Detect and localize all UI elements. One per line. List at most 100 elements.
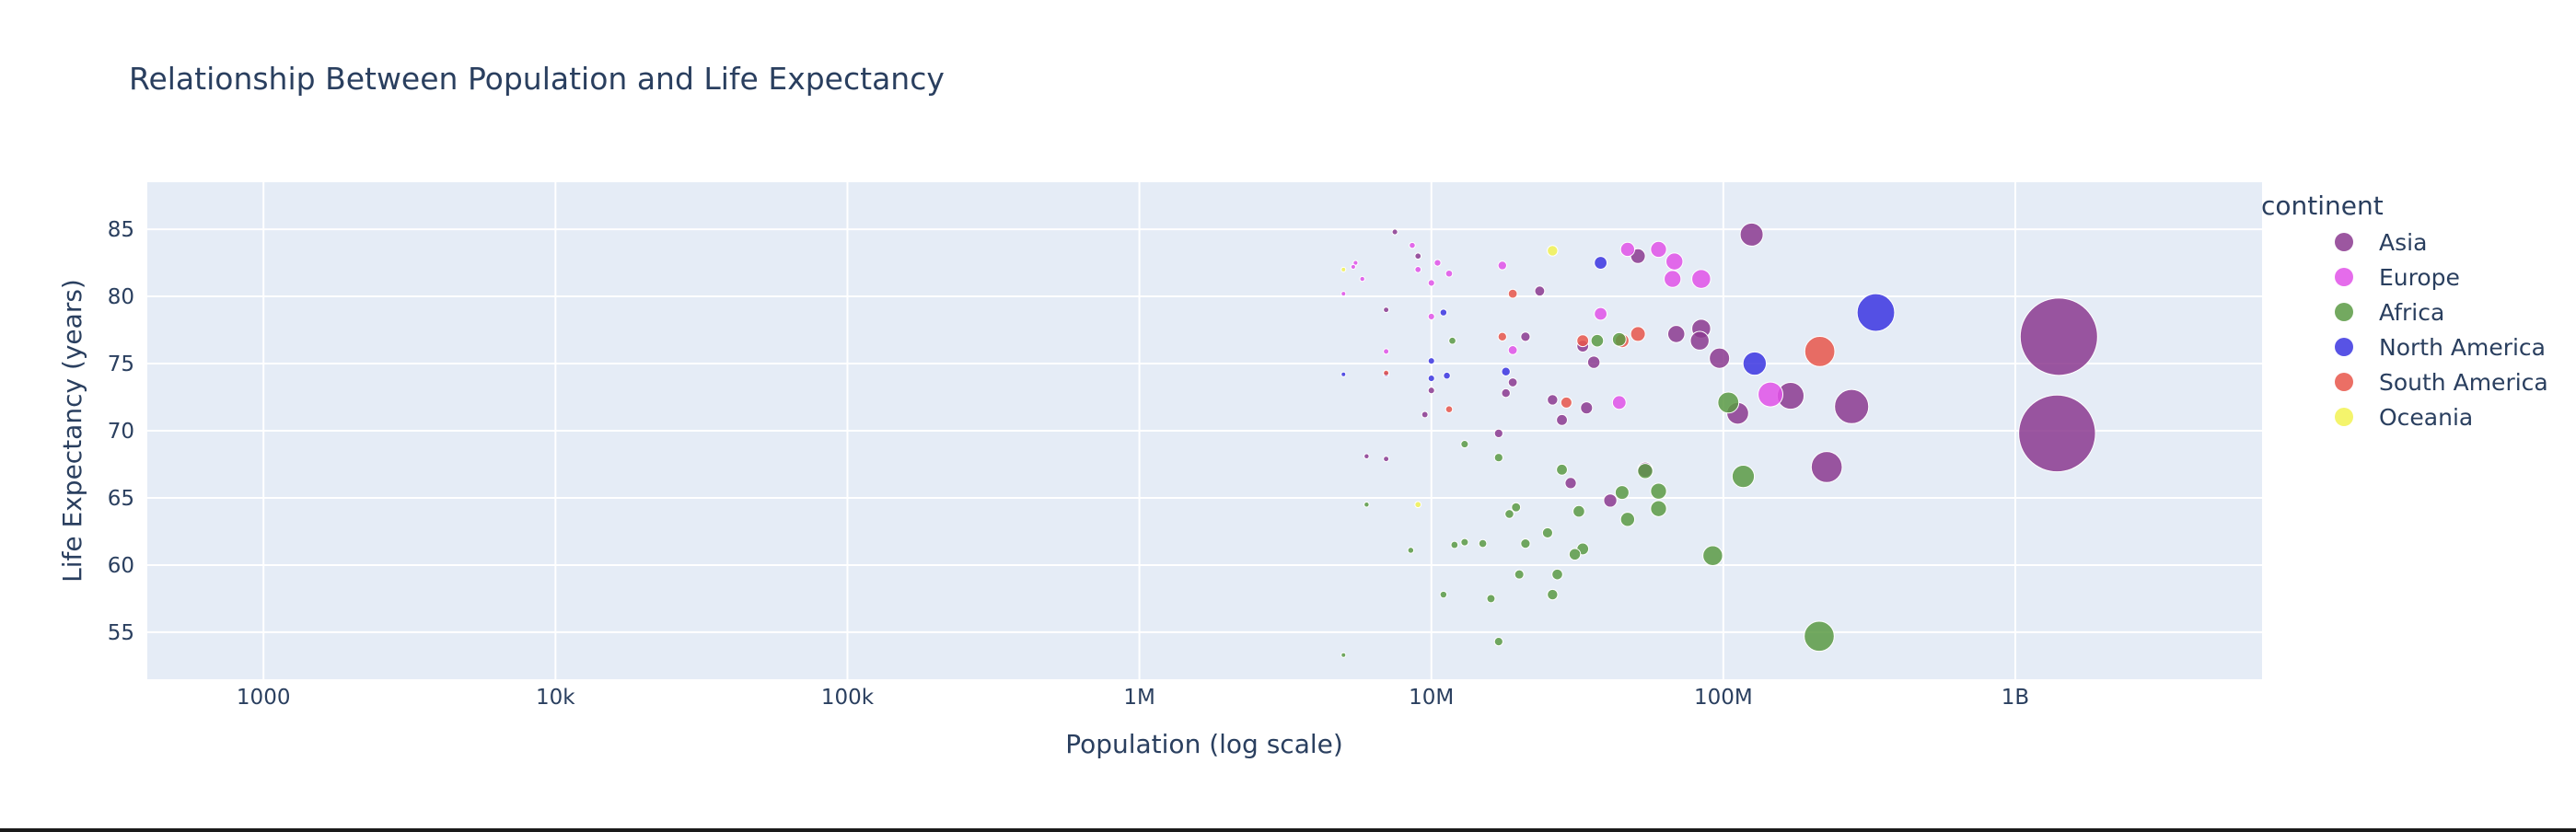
data-point-africa[interactable] bbox=[1448, 336, 1456, 345]
data-point-africa[interactable] bbox=[1650, 482, 1667, 500]
data-point-africa[interactable] bbox=[1611, 331, 1627, 347]
data-point-europe[interactable] bbox=[1691, 269, 1712, 289]
data-point-europe[interactable] bbox=[1664, 270, 1682, 288]
data-point-europe[interactable] bbox=[1433, 259, 1442, 267]
data-point-africa[interactable] bbox=[1804, 620, 1835, 653]
legend-item-oceania[interactable]: Oceania bbox=[2335, 404, 2473, 431]
data-point-asia[interactable] bbox=[1556, 413, 1568, 426]
legend-item-south-america[interactable]: South America bbox=[2335, 369, 2548, 396]
data-point-europe[interactable] bbox=[1665, 252, 1684, 271]
legend-item-europe[interactable]: Europe bbox=[2335, 264, 2460, 291]
data-point-africa[interactable] bbox=[1493, 637, 1503, 647]
data-point-asia[interactable] bbox=[1666, 325, 1686, 343]
data-point-africa[interactable] bbox=[1650, 500, 1667, 517]
data-point-europe[interactable] bbox=[1594, 306, 1607, 321]
data-point-europe[interactable] bbox=[1414, 266, 1422, 273]
data-point-south-america[interactable] bbox=[1383, 369, 1390, 376]
data-point-south-america[interactable] bbox=[1804, 336, 1836, 367]
data-point-north-america[interactable] bbox=[1439, 308, 1448, 317]
legend[interactable]: continent Asia Europe Africa North America S… bbox=[2261, 191, 2548, 431]
data-point-north-america[interactable] bbox=[1742, 351, 1768, 376]
data-point-europe[interactable] bbox=[1497, 260, 1507, 271]
data-point-asia[interactable] bbox=[1547, 394, 1559, 406]
data-point-europe[interactable] bbox=[1427, 312, 1435, 320]
data-point-africa[interactable] bbox=[1407, 547, 1415, 554]
data-point-africa[interactable] bbox=[1460, 537, 1469, 547]
data-point-africa[interactable] bbox=[1478, 538, 1488, 549]
data-point-africa[interactable] bbox=[1614, 485, 1630, 501]
data-point-africa[interactable] bbox=[1637, 463, 1654, 480]
data-point-asia[interactable] bbox=[2019, 297, 2098, 376]
data-point-asia[interactable] bbox=[1363, 453, 1370, 459]
data-point-africa[interactable] bbox=[1547, 588, 1559, 601]
data-point-south-america[interactable] bbox=[1630, 326, 1646, 342]
data-point-asia[interactable] bbox=[1709, 347, 1731, 369]
data-point-north-america[interactable] bbox=[1427, 375, 1435, 383]
data-point-south-america[interactable] bbox=[1507, 288, 1518, 299]
data-point-europe[interactable] bbox=[1758, 381, 1784, 408]
data-point-europe[interactable] bbox=[1619, 241, 1636, 258]
data-point-europe[interactable] bbox=[1383, 348, 1390, 355]
data-point-south-america[interactable] bbox=[1560, 396, 1572, 409]
data-point-asia[interactable] bbox=[1427, 387, 1435, 395]
data-point-africa[interactable] bbox=[1460, 440, 1469, 449]
legend-item-north-america[interactable]: North America bbox=[2335, 334, 2546, 361]
data-point-south-america[interactable] bbox=[1497, 331, 1507, 342]
data-point-europe[interactable] bbox=[1340, 291, 1347, 297]
data-point-africa[interactable] bbox=[1511, 502, 1522, 513]
data-point-asia[interactable] bbox=[1689, 330, 1710, 351]
data-point-europe[interactable] bbox=[1611, 395, 1627, 410]
data-point-asia[interactable] bbox=[1603, 493, 1618, 508]
data-point-europe[interactable] bbox=[1359, 275, 1365, 283]
data-point-south-america[interactable] bbox=[1576, 334, 1590, 348]
data-point-asia[interactable] bbox=[1391, 228, 1398, 236]
data-point-africa[interactable] bbox=[1493, 453, 1503, 463]
data-point-europe[interactable] bbox=[1409, 241, 1416, 249]
data-points[interactable] bbox=[1340, 222, 2098, 658]
legend-item-asia[interactable]: Asia bbox=[2335, 229, 2427, 256]
data-point-africa[interactable] bbox=[1556, 463, 1568, 476]
data-point-africa[interactable] bbox=[1439, 590, 1448, 599]
legend-item-africa[interactable]: Africa bbox=[2335, 299, 2444, 326]
data-point-africa[interactable] bbox=[1520, 537, 1531, 549]
data-point-africa[interactable] bbox=[1731, 465, 1756, 489]
data-point-north-america[interactable] bbox=[1443, 371, 1451, 380]
data-point-africa[interactable] bbox=[1568, 548, 1582, 560]
data-point-africa[interactable] bbox=[1619, 512, 1636, 527]
data-point-asia[interactable] bbox=[1834, 388, 1870, 424]
data-point-south-america[interactable] bbox=[1445, 405, 1454, 413]
data-point-oceania[interactable] bbox=[1340, 266, 1347, 272]
data-point-africa[interactable] bbox=[1590, 333, 1605, 348]
data-point-north-america[interactable] bbox=[1501, 366, 1511, 377]
data-point-asia[interactable] bbox=[1586, 355, 1601, 369]
data-point-asia[interactable] bbox=[1501, 387, 1511, 399]
data-point-africa[interactable] bbox=[1514, 569, 1525, 580]
data-point-oceania[interactable] bbox=[1414, 501, 1422, 509]
data-point-asia[interactable] bbox=[1739, 222, 1764, 247]
data-point-africa[interactable] bbox=[1486, 594, 1496, 604]
data-point-asia[interactable] bbox=[2018, 394, 2096, 473]
data-point-africa[interactable] bbox=[1572, 504, 1585, 518]
data-point-asia[interactable] bbox=[1580, 401, 1594, 415]
data-point-europe[interactable] bbox=[1650, 240, 1667, 259]
data-point-asia[interactable] bbox=[1414, 252, 1422, 260]
data-point-asia[interactable] bbox=[1493, 428, 1503, 439]
data-point-europe[interactable] bbox=[1427, 279, 1435, 287]
data-point-africa[interactable] bbox=[1551, 568, 1563, 581]
data-point-asia[interactable] bbox=[1534, 285, 1546, 297]
data-point-africa[interactable] bbox=[1450, 540, 1459, 549]
data-point-oceania[interactable] bbox=[1547, 245, 1559, 257]
data-point-africa[interactable] bbox=[1702, 545, 1723, 566]
data-point-north-america[interactable] bbox=[1340, 371, 1347, 377]
data-point-asia[interactable] bbox=[1564, 477, 1577, 490]
data-point-asia[interactable] bbox=[1810, 451, 1843, 483]
data-point-asia[interactable] bbox=[1520, 331, 1531, 342]
data-point-africa[interactable] bbox=[1717, 391, 1740, 414]
data-point-europe[interactable] bbox=[1507, 345, 1518, 355]
data-point-asia[interactable] bbox=[1383, 306, 1390, 314]
data-point-north-america[interactable] bbox=[1594, 256, 1607, 270]
data-point-europe[interactable] bbox=[1350, 263, 1356, 271]
data-point-north-america[interactable] bbox=[1856, 293, 1896, 332]
data-point-africa[interactable] bbox=[1541, 526, 1554, 539]
data-point-asia[interactable] bbox=[1421, 410, 1429, 419]
